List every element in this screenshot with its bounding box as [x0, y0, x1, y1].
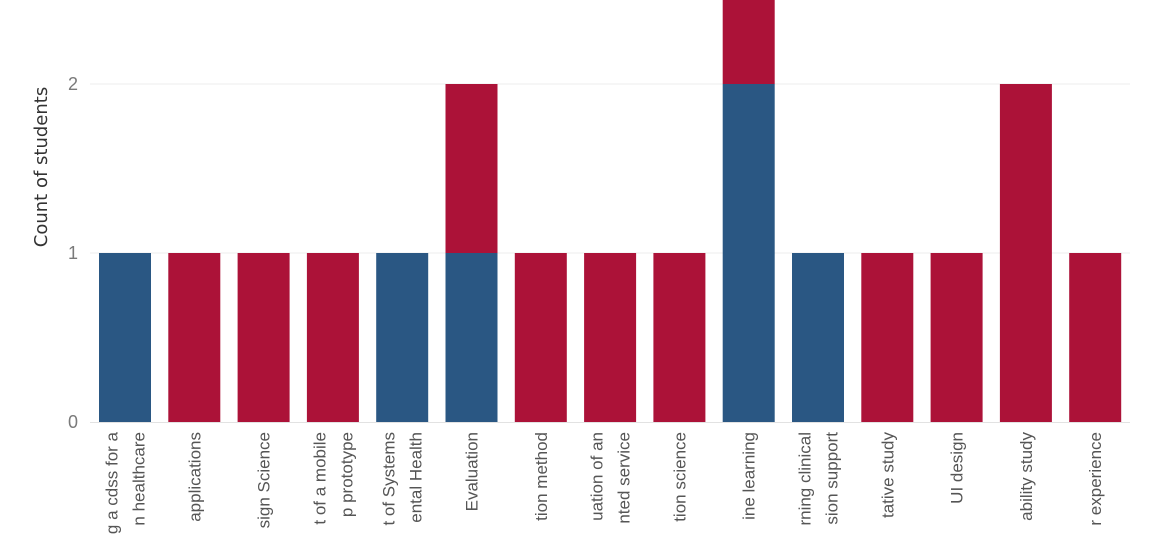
x-tick-label: g a cdss for a [103, 431, 122, 534]
bar-segment [376, 253, 429, 422]
bar-segment [861, 253, 914, 422]
bar-segment [514, 253, 567, 422]
x-tick-label: applications [185, 432, 204, 522]
bar-segment [99, 253, 151, 422]
x-tick-label: n healthcare [130, 432, 149, 526]
bar-segment [722, 0, 775, 84]
bar-segment [1069, 253, 1122, 422]
bar-segment [237, 253, 290, 422]
y-axis-title: Count of students [31, 87, 52, 247]
bar-segment [584, 253, 637, 422]
x-tick-label: t of Systems [380, 432, 399, 526]
y-tick-label: 2 [68, 74, 78, 94]
bar-segment [722, 84, 775, 422]
x-tick-label: t of a mobile [310, 432, 329, 525]
x-tick-label: ine learning [740, 432, 759, 520]
x-tick-label: sion support [823, 432, 842, 525]
x-tick-label: tion science [670, 432, 689, 522]
x-tick-label: sign Science [255, 432, 274, 528]
axis-layer: 0 1 2 g a cdss for a n healthcare application… [68, 74, 1130, 534]
bar-segment [792, 253, 844, 422]
x-tick-label: UI design [948, 432, 967, 504]
bar-segment [445, 253, 498, 422]
grid-layer [90, 83, 1130, 254]
bar-segment [168, 253, 221, 422]
bar-segment [653, 253, 706, 422]
y-tick-label: 1 [68, 243, 78, 263]
x-tick-label: tion method [532, 432, 551, 521]
x-tick-label: rning clinical [796, 432, 815, 526]
x-tick-label: r experience [1086, 432, 1105, 526]
x-tick-label: uation of an [588, 432, 607, 521]
x-tick-label: Evaluation [463, 432, 482, 511]
x-tick-label: p prototype [337, 432, 356, 517]
x-tick-label: ental Health [407, 432, 426, 523]
y-tick-label: 0 [68, 412, 78, 432]
bar-segment [930, 253, 983, 422]
bar-segment [999, 84, 1052, 422]
bar-segment [445, 84, 498, 253]
x-tick-label: ability study [1017, 432, 1036, 521]
x-tick-label: tative study [878, 432, 897, 518]
x-tick-label: nted service [615, 432, 634, 524]
bar-segment [306, 253, 359, 422]
bar-layer [99, 0, 1122, 422]
